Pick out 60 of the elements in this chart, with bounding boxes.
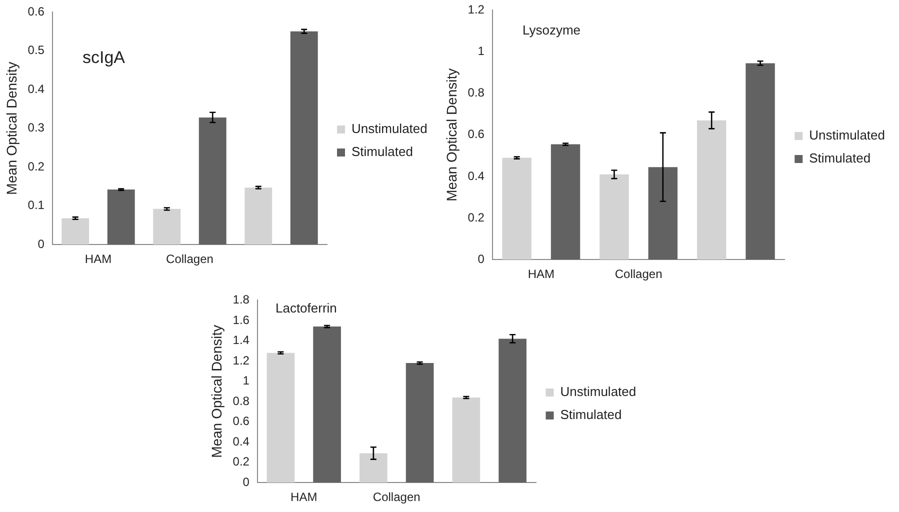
y-tick-label: 0.2 [468,210,485,224]
bar [746,63,775,260]
bar [244,188,272,245]
bar [360,453,388,483]
x-tick-label: Collagen [614,267,662,282]
y-tick-label: 0.2 [232,454,250,469]
y-tick-label: 1.6 [232,312,250,327]
bar [696,120,726,260]
bar [198,117,226,245]
bar [153,208,181,245]
bar [452,397,480,483]
legend-label: Stimulated [809,150,871,166]
y-axis-title: Mean Optical Density [208,324,224,458]
bar [498,338,526,483]
y-tick-label: 0 [478,252,485,266]
bar [290,31,318,245]
y-tick-label: 0.6 [232,414,250,428]
y-tick-label: 0.6 [28,4,45,18]
legend-label: Stimulated [560,407,622,422]
y-tick-label: 0.1 [28,198,45,212]
y-tick-label: 1 [478,44,485,58]
y-tick-label: 1.4 [232,333,250,348]
y-axis-title: Mean Optical Density [3,62,20,195]
y-tick-label: 0.5 [28,43,45,58]
x-tick-label: Collagen [372,490,420,504]
y-tick-label: 1.8 [232,292,250,307]
y-tick-label: 0.4 [232,434,250,448]
bar [648,167,678,260]
bar [107,190,135,245]
text: scIgA [82,48,126,68]
text: Lysozyme [522,22,581,38]
legend-label: Unstimulated [560,384,636,400]
y-tick-label: 0.4 [28,82,45,96]
y-tick-label: 1.2 [468,2,485,17]
bar [313,326,341,483]
y-tick-label: 0 [242,474,250,489]
x-tick-label: HAM [290,490,318,504]
y-tick-label: 1 [242,374,250,388]
bar [600,174,629,260]
bar [62,218,90,245]
y-tick-label: 0.6 [468,127,485,142]
bar [406,363,434,483]
y-axis-title: Mean Optical Density [443,68,460,202]
y-tick-label: 0 [38,236,45,251]
bar [502,158,532,260]
y-tick-label: 0.2 [28,159,45,174]
y-tick-label: 0.3 [28,120,45,135]
bar [550,144,580,260]
y-tick-label: 0.8 [468,86,485,100]
chart-title: Lactoferrin [275,300,337,316]
x-tick-label: HAM [528,267,555,282]
y-tick-label: 1.2 [232,353,250,368]
y-tick-label: 0.8 [232,394,250,408]
legend-label: Stimulated [352,144,413,160]
legend-label: Unstimulated [352,121,428,136]
x-tick-label: Collagen [166,252,214,266]
legend-label: Unstimulated [809,128,886,143]
y-tick-label: 0.4 [468,168,485,183]
x-tick-label: HAM [84,252,112,266]
bar [266,352,295,483]
